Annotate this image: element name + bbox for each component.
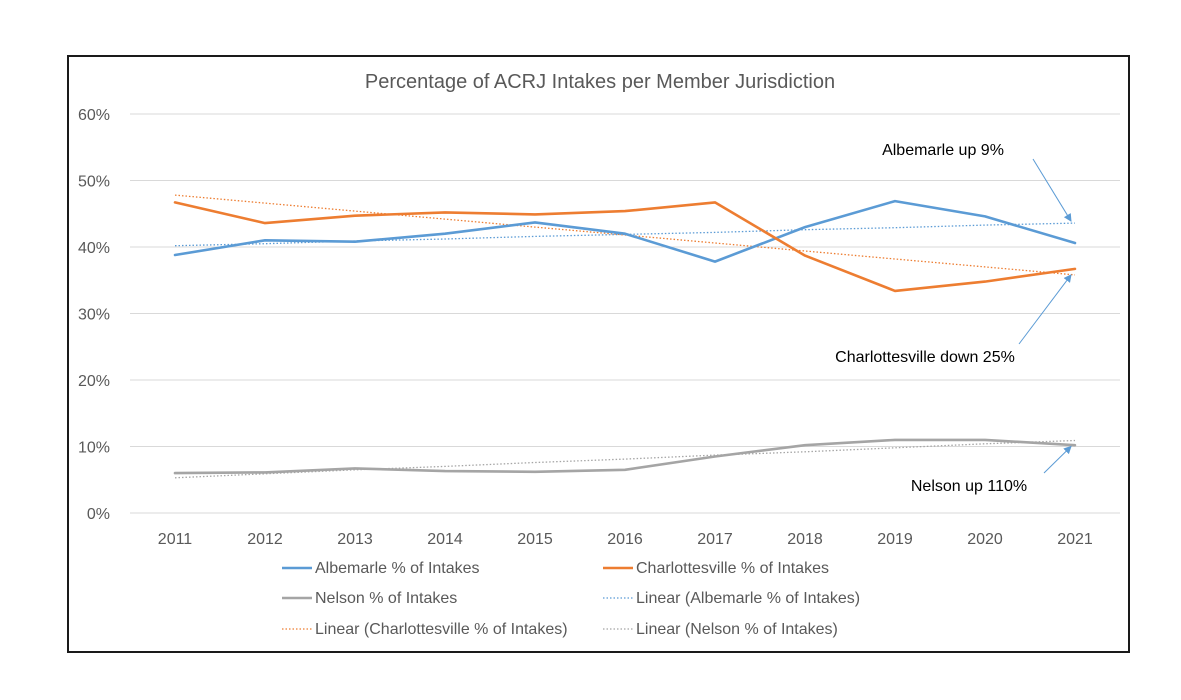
annotation-label: Nelson up 110% xyxy=(911,478,1027,495)
annotation-label: Albemarle up 9% xyxy=(882,142,1004,159)
chart-frame: Percentage of ACRJ Intakes per Member Ju… xyxy=(67,55,1130,653)
x-tick-label: 2016 xyxy=(607,531,643,548)
series-line-1 xyxy=(173,201,1077,293)
legend-label: Albemarle % of Intakes xyxy=(315,560,480,577)
series-line-2 xyxy=(173,438,1077,475)
legend-label: Charlottesville % of Intakes xyxy=(636,560,829,577)
legend-label: Linear (Nelson % of Intakes) xyxy=(636,621,838,638)
legend: Albemarle % of Intakes Charlottesville % … xyxy=(282,560,860,638)
legend-label: Nelson % of Intakes xyxy=(315,590,457,607)
annotation-arrow xyxy=(1018,274,1072,345)
legend-label: Linear (Albemarle % of Intakes) xyxy=(636,590,860,607)
x-tick-label: 2017 xyxy=(697,531,733,548)
y-tick-label: 40% xyxy=(78,240,110,257)
x-tick-label: 2014 xyxy=(427,531,463,548)
x-tick-label: 2020 xyxy=(967,531,1003,548)
series-line-3 xyxy=(174,222,1076,247)
y-tick-label: 20% xyxy=(78,373,110,390)
series-line-0 xyxy=(173,199,1077,263)
annotation-arrow xyxy=(1032,158,1072,222)
y-tick-label: 30% xyxy=(78,307,110,324)
series-lines xyxy=(173,194,1077,479)
y-tick-label: 60% xyxy=(78,107,110,124)
x-tick-label: 2015 xyxy=(517,531,553,548)
x-tick-label: 2011 xyxy=(158,531,193,548)
y-tick-label: 50% xyxy=(78,174,110,191)
line-chart: Percentage of ACRJ Intakes per Member Ju… xyxy=(78,71,1120,638)
annotation-arrow xyxy=(1043,445,1072,474)
y-axis-ticks: 0% 10% 20% 30% 40% 50% 60% xyxy=(78,107,110,523)
x-tick-label: 2013 xyxy=(337,531,373,548)
annotations: Albemarle up 9% Charlottesville down 25% N… xyxy=(835,142,1072,495)
x-tick-label: 2021 xyxy=(1057,531,1093,548)
x-axis-ticks: 2011 2012 2013 2014 2015 2016 2017 2018 2019 2020… xyxy=(158,531,1093,548)
annotation-label: Charlottesville down 25% xyxy=(835,349,1015,366)
legend-label: Linear (Charlottesville % of Intakes) xyxy=(315,621,568,638)
x-tick-label: 2012 xyxy=(247,531,283,548)
x-tick-label: 2019 xyxy=(877,531,913,548)
y-tick-label: 10% xyxy=(78,440,110,457)
chart-title: Percentage of ACRJ Intakes per Member Ju… xyxy=(365,71,835,93)
gridlines xyxy=(130,113,1120,514)
y-tick-label: 0% xyxy=(87,506,110,523)
x-tick-label: 2018 xyxy=(787,531,823,548)
